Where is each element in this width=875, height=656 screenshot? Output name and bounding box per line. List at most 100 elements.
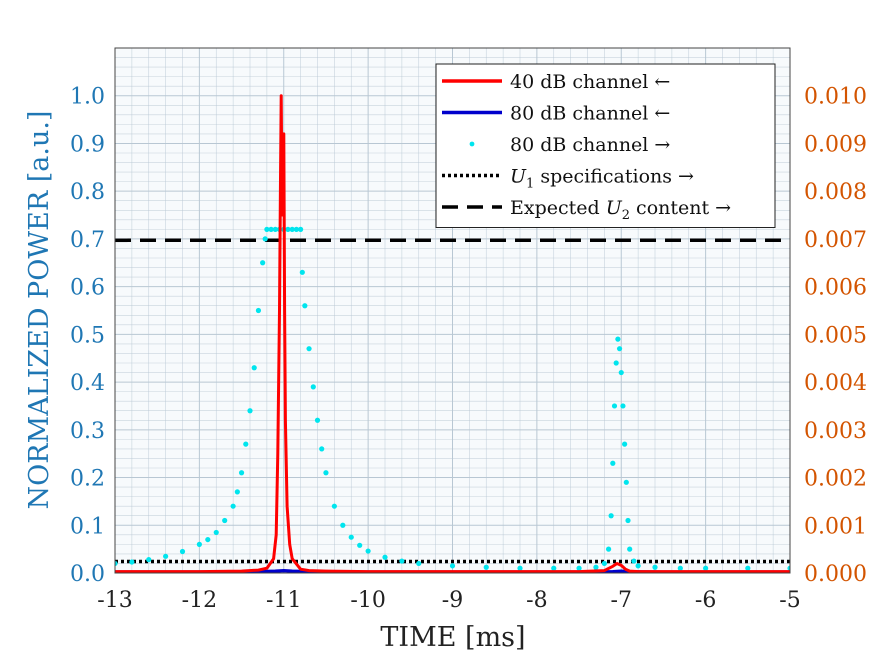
y-tick-label-right: 0.005 — [804, 323, 867, 348]
series-point-80db-right — [230, 503, 236, 509]
legend-label-eighty_left: 80 dB channel ← — [510, 103, 670, 125]
series-point-80db-right — [293, 226, 300, 232]
series-point-80db-right — [623, 479, 629, 485]
y-tick-label-left: 0.1 — [70, 514, 105, 539]
x-tick-label: -6 — [695, 588, 716, 613]
series-point-80db-right — [205, 536, 211, 543]
series-point-80db-right — [620, 403, 626, 409]
series-point-80db-right — [677, 565, 683, 571]
legend-label-forty: 40 dB channel ← — [510, 71, 670, 93]
series-point-80db-right — [483, 564, 489, 570]
legend-label-u2: Expected U2 content → — [510, 197, 731, 223]
series-point-80db-right — [146, 557, 152, 563]
y-tick-label-left: 0.3 — [70, 419, 105, 444]
y-tick-label-right: 0.006 — [804, 276, 867, 301]
x-tick-label: -7 — [611, 588, 632, 613]
series-point-80db-right — [745, 565, 751, 571]
series-point-80db-right — [631, 558, 637, 564]
series-point-80db-right — [517, 565, 523, 571]
y-tick-label-right: 0.008 — [804, 180, 867, 205]
y-tick-label-right: 0.001 — [804, 514, 867, 539]
legend-label-subscript: 2 — [622, 208, 630, 223]
y-tick-label-left: 0.2 — [70, 467, 105, 492]
series-point-80db-right — [618, 369, 624, 376]
series-point-80db-right — [163, 553, 169, 559]
series-point-80db-right — [365, 548, 371, 554]
series-point-80db-right — [601, 560, 607, 567]
y-tick-label-left: 0.9 — [70, 132, 105, 157]
x-tick-label: -11 — [266, 588, 301, 613]
series-point-80db-right — [302, 303, 308, 309]
series-point-80db-right — [213, 529, 219, 536]
series-point-80db-right — [222, 517, 228, 524]
y-tick-label-right: 0.009 — [804, 132, 867, 157]
series-point-80db-right — [576, 565, 582, 571]
series-point-80db-right — [298, 226, 304, 232]
y-tick-label-right: 0.003 — [804, 419, 867, 444]
legend-label-eighty_right: 80 dB channel → — [510, 134, 670, 156]
y-tick-label-left: 1.0 — [70, 85, 105, 110]
x-axis-ticks: -13 -12 -11 -10 -9 -8 -7 -6 -5 — [97, 588, 800, 613]
legend-label-suffix: content → — [630, 197, 731, 219]
series-point-80db-right — [416, 560, 422, 567]
series-point-80db-right — [196, 541, 202, 547]
y-tick-label-left: 0.8 — [70, 180, 105, 205]
y-tick-label-left: 0.7 — [70, 228, 105, 253]
x-tick-label: -13 — [97, 588, 132, 613]
series-point-80db-right — [622, 441, 628, 447]
y-tick-label-right: 0.004 — [804, 371, 867, 396]
series-point-80db-right — [260, 260, 266, 266]
series-point-80db-right — [625, 517, 631, 524]
series-point-80db-right — [115, 560, 118, 567]
plot-frame — [114, 47, 791, 574]
series-point-80db-right — [264, 226, 270, 232]
series-point-80db-right — [251, 365, 257, 371]
y-tick-label-right: 0.002 — [804, 467, 867, 492]
series-point-80db-right — [611, 403, 618, 409]
series-point-80db-right — [382, 554, 388, 560]
series-point-80db-right — [272, 226, 278, 232]
y-tick-label-left: 0.5 — [70, 323, 105, 348]
series-point-80db-right — [268, 226, 274, 232]
y-tick-label-left: 0.0 — [70, 562, 105, 587]
series-point-80db-right — [234, 489, 240, 495]
series-point-80db-right — [238, 470, 245, 476]
series-point-80db-right — [787, 565, 790, 571]
series-point-80db-right — [615, 336, 621, 342]
series-point-80db-right — [627, 546, 633, 552]
right-axis-ticks: 0.000 0.001 0.002 0.003 0.004 0.005 0.006 0.007… — [804, 85, 867, 587]
series-point-80db-right — [635, 563, 641, 569]
legend-swatch-eighty_right — [469, 141, 475, 147]
y-tick-label-right: 0.000 — [804, 562, 867, 587]
series-point-80db-right — [310, 384, 316, 390]
legend-label-prefix: Expected — [510, 197, 606, 219]
legend: 40 dB channel ← 80 dB channel ← 80 dB chan… — [435, 63, 776, 228]
series-point-80db-right — [255, 307, 262, 314]
legend-label-variable: U — [606, 197, 623, 219]
series-point-80db-right — [299, 269, 305, 275]
legend-box — [435, 63, 776, 228]
x-axis-label: TIME [ms] — [380, 622, 525, 653]
series-point-80db-right — [129, 559, 135, 565]
series-point-80db-right — [319, 446, 325, 452]
legend-label-u1: U1 specifications → — [510, 166, 694, 192]
series-point-80db-right — [179, 548, 186, 555]
series-point-80db-right — [605, 546, 612, 552]
series-point-80db-right — [703, 565, 709, 571]
y-tick-label-right: 0.007 — [804, 228, 867, 253]
left-axis-ticks: 0.0 0.1 0.2 0.3 0.4 0.5 0.6 0.7 0.8 0.9 1.0 — [70, 85, 105, 587]
series-point-80db-right — [306, 346, 312, 352]
x-tick-label: -12 — [182, 588, 217, 613]
series-point-80db-right — [262, 236, 268, 242]
legend-label-subscript: 1 — [526, 177, 534, 192]
series-point-80db-right — [613, 360, 619, 366]
y-tick-label-right: 0.010 — [804, 85, 867, 110]
x-tick-label: -8 — [526, 588, 547, 613]
series-line-40db — [115, 94, 790, 573]
series-point-80db-right — [285, 226, 291, 232]
series-point-80db-right — [348, 534, 354, 540]
series-point-80db-right — [610, 460, 616, 466]
series-point-80db-right — [247, 408, 253, 414]
series-point-80db-right — [593, 564, 599, 570]
series-point-80db-right — [652, 564, 658, 570]
